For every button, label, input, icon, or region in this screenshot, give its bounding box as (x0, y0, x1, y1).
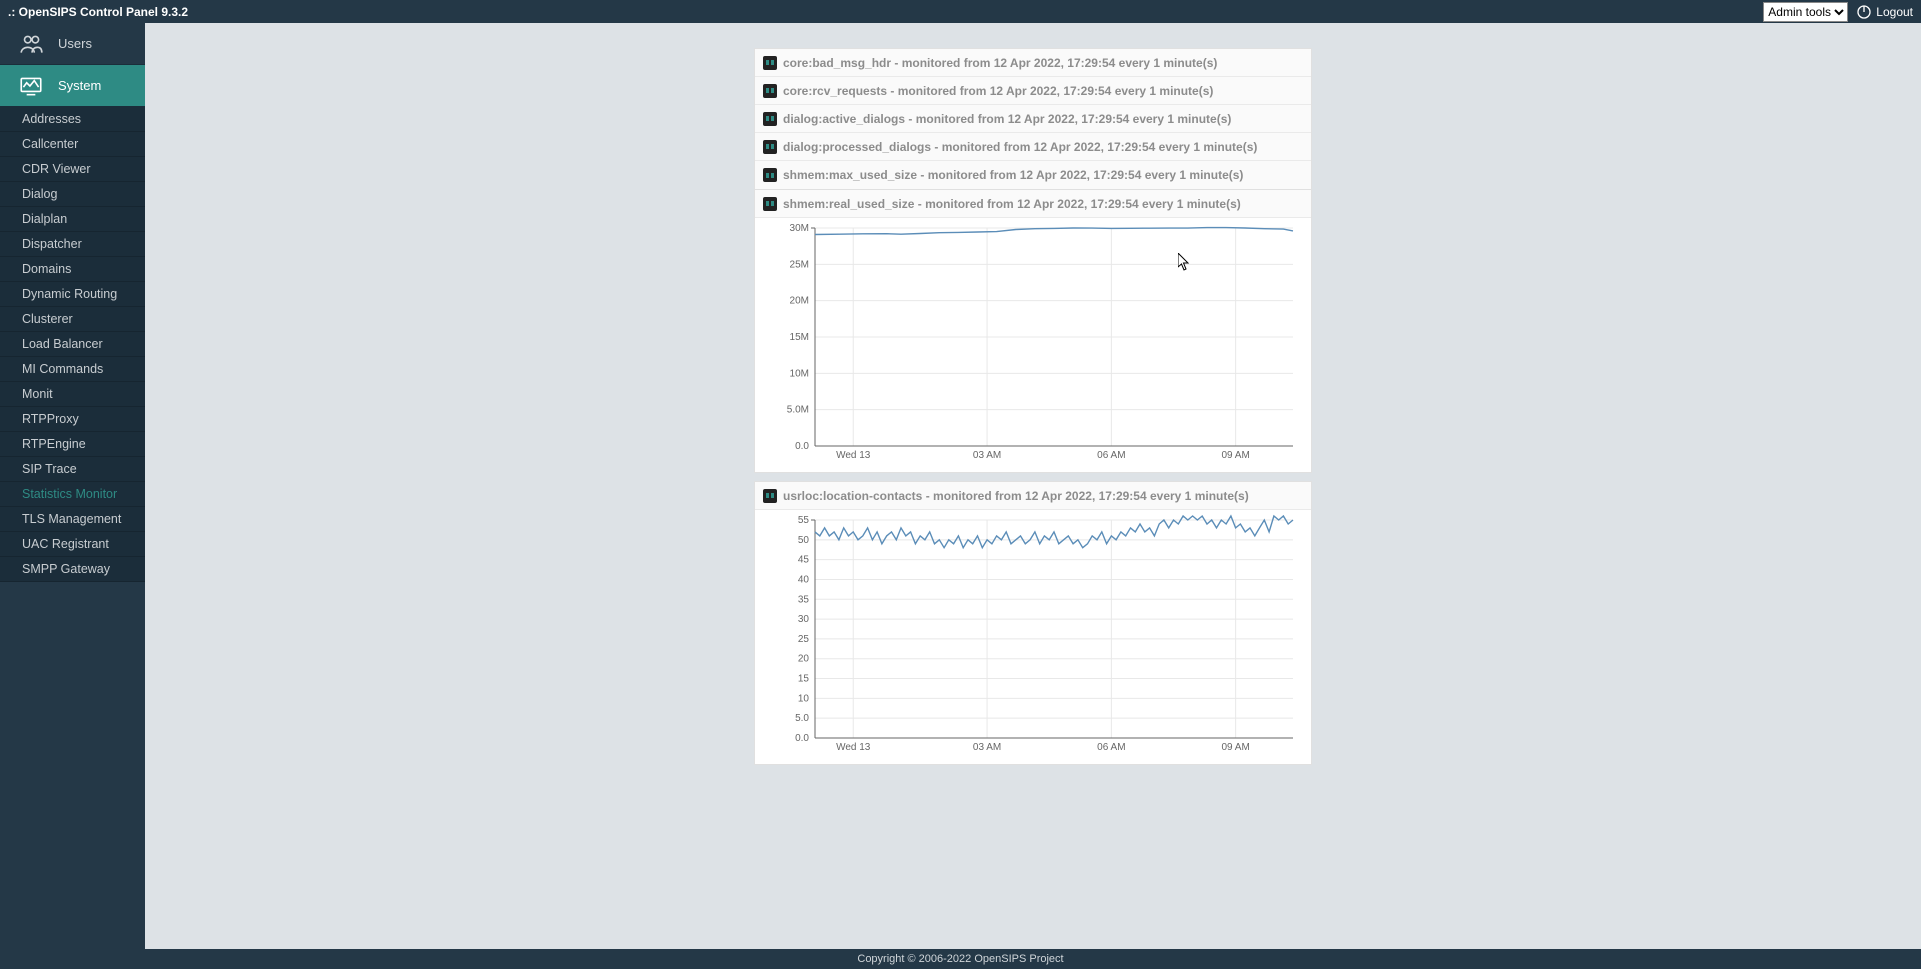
chart-title: shmem:real_used_size - monitored from 12… (783, 197, 1241, 211)
sidebar-item-smpp-gateway[interactable]: SMPP Gateway (0, 557, 145, 582)
svg-text:25: 25 (798, 634, 810, 645)
sidebar: Users System AddressesCallcenterCDR View… (0, 23, 145, 949)
sidebar-item-sip-trace[interactable]: SIP Trace (0, 457, 145, 482)
chart-panel-shmem: shmem:real_used_size - monitored from 12… (754, 189, 1312, 473)
monitor-title: dialog:active_dialogs - monitored from 1… (783, 112, 1231, 126)
footer: Copyright © 2006-2022 OpenSIPS Project (0, 949, 1921, 969)
users-icon (18, 31, 44, 57)
sidebar-item-domains[interactable]: Domains (0, 257, 145, 282)
sidebar-item-callcenter[interactable]: Callcenter (0, 132, 145, 157)
sidebar-item-rtpengine[interactable]: RTPEngine (0, 432, 145, 457)
svg-text:20: 20 (798, 654, 810, 665)
svg-text:15M: 15M (790, 332, 809, 343)
svg-text:Wed 13: Wed 13 (836, 742, 871, 753)
chart-panel-usrloc: usrloc:location-contacts - monitored fro… (754, 481, 1312, 765)
svg-text:5.0M: 5.0M (787, 405, 809, 416)
svg-text:09 AM: 09 AM (1221, 450, 1249, 461)
sidebar-item-monit[interactable]: Monit (0, 382, 145, 407)
app-title: .: OpenSIPS Control Panel 9.3.2 (8, 5, 188, 19)
svg-text:45: 45 (798, 555, 810, 566)
chart-icon (763, 197, 777, 211)
sidebar-item-dynamic-routing[interactable]: Dynamic Routing (0, 282, 145, 307)
svg-text:15: 15 (798, 674, 810, 685)
svg-text:03 AM: 03 AM (973, 450, 1001, 461)
svg-text:Wed 13: Wed 13 (836, 450, 871, 461)
monitor-row[interactable]: dialog:processed_dialogs - monitored fro… (755, 133, 1311, 161)
svg-text:40: 40 (798, 574, 810, 585)
footer-text: Copyright © 2006-2022 OpenSIPS Project (857, 953, 1063, 965)
logout-button[interactable]: Logout (1856, 4, 1913, 20)
sidebar-item-addresses[interactable]: Addresses (0, 107, 145, 132)
svg-text:55: 55 (798, 515, 810, 526)
monitor-list: core:bad_msg_hdr - monitored from 12 Apr… (754, 48, 1312, 190)
sidebar-cat-users[interactable]: Users (0, 23, 145, 65)
chart-shmem: 0.0 5.0M 10M 15M 20M 25M 30M Wed 13 03 AM 06 AM 09… (761, 222, 1301, 464)
sidebar-item-dispatcher[interactable]: Dispatcher (0, 232, 145, 257)
chart-header[interactable]: usrloc:location-contacts - monitored fro… (755, 482, 1311, 510)
content: core:bad_msg_hdr - monitored from 12 Apr… (145, 23, 1921, 949)
sidebar-item-load-balancer[interactable]: Load Balancer (0, 332, 145, 357)
sidebar-item-mi-commands[interactable]: MI Commands (0, 357, 145, 382)
svg-text:06 AM: 06 AM (1097, 742, 1125, 753)
admin-tools-select[interactable]: Admin tools (1763, 2, 1848, 22)
svg-text:03 AM: 03 AM (973, 742, 1001, 753)
svg-text:35: 35 (798, 594, 810, 605)
system-icon (18, 73, 44, 99)
chart-icon (763, 112, 777, 126)
sidebar-item-uac-registrant[interactable]: UAC Registrant (0, 532, 145, 557)
chart-icon (763, 56, 777, 70)
sidebar-item-cdr-viewer[interactable]: CDR Viewer (0, 157, 145, 182)
svg-text:0.0: 0.0 (795, 441, 809, 452)
chart-header[interactable]: shmem:real_used_size - monitored from 12… (755, 190, 1311, 218)
topbar: .: OpenSIPS Control Panel 9.3.2 Admin to… (0, 0, 1921, 23)
svg-text:09 AM: 09 AM (1221, 742, 1249, 753)
svg-text:20M: 20M (790, 296, 809, 307)
monitor-row[interactable]: core:bad_msg_hdr - monitored from 12 Apr… (755, 49, 1311, 77)
monitor-title: core:rcv_requests - monitored from 12 Ap… (783, 84, 1213, 98)
svg-text:10M: 10M (790, 368, 809, 379)
chart-usrloc: 0.0 5.0 10 15 20 25 30 35 40 45 50 55 Wed 13 03 AM 06 … (761, 514, 1301, 756)
monitor-title: dialog:processed_dialogs - monitored fro… (783, 140, 1257, 154)
svg-text:5.0: 5.0 (795, 713, 809, 724)
svg-text:0.0: 0.0 (795, 733, 809, 744)
monitor-title: core:bad_msg_hdr - monitored from 12 Apr… (783, 56, 1217, 70)
chart-icon (763, 140, 777, 154)
monitor-row[interactable]: dialog:active_dialogs - monitored from 1… (755, 105, 1311, 133)
sidebar-item-dialplan[interactable]: Dialplan (0, 207, 145, 232)
monitor-title: shmem:max_used_size - monitored from 12 … (783, 168, 1243, 182)
chart-icon (763, 489, 777, 503)
sidebar-item-rtpproxy[interactable]: RTPProxy (0, 407, 145, 432)
svg-text:30M: 30M (790, 223, 809, 234)
monitor-row[interactable]: shmem:max_used_size - monitored from 12 … (755, 161, 1311, 189)
sidebar-cat-label: System (58, 78, 101, 93)
sidebar-item-statistics-monitor[interactable]: Statistics Monitor (0, 482, 145, 507)
sidebar-item-tls-management[interactable]: TLS Management (0, 507, 145, 532)
svg-text:06 AM: 06 AM (1097, 450, 1125, 461)
sidebar-cat-system[interactable]: System (0, 65, 145, 107)
sidebar-item-clusterer[interactable]: Clusterer (0, 307, 145, 332)
sidebar-item-dialog[interactable]: Dialog (0, 182, 145, 207)
sidebar-cat-label: Users (58, 36, 92, 51)
chart-title: usrloc:location-contacts - monitored fro… (783, 489, 1249, 503)
monitor-row[interactable]: core:rcv_requests - monitored from 12 Ap… (755, 77, 1311, 105)
power-icon (1856, 4, 1872, 20)
svg-text:10: 10 (798, 693, 810, 704)
svg-text:25M: 25M (790, 259, 809, 270)
chart-icon (763, 84, 777, 98)
svg-text:30: 30 (798, 614, 810, 625)
svg-text:50: 50 (798, 535, 810, 546)
chart-icon (763, 168, 777, 182)
